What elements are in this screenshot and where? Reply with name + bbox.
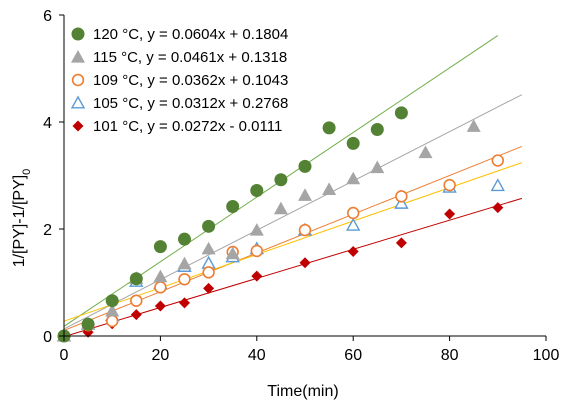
data-point	[346, 217, 361, 231]
series-4-points	[58, 202, 504, 342]
data-point	[346, 136, 360, 150]
data-point	[250, 244, 263, 258]
data-point	[395, 237, 407, 249]
data-point	[395, 190, 408, 203]
data-point	[179, 297, 190, 309]
data-point	[203, 282, 215, 294]
data-point	[298, 159, 312, 173]
data-point	[273, 201, 288, 215]
data-point	[250, 183, 264, 197]
data-point	[492, 202, 504, 214]
data-point	[105, 314, 119, 328]
data-point	[347, 245, 359, 257]
y-tick-label: 6	[43, 8, 52, 25]
y-tick-label: 2	[43, 222, 52, 239]
data-point	[177, 256, 192, 270]
data-point	[418, 145, 433, 159]
data-point	[491, 154, 504, 167]
legend-item: 120 °C, y = 0.0604x + 0.1804	[71, 26, 288, 43]
data-point	[105, 294, 119, 308]
data-point	[130, 294, 143, 307]
data-point	[251, 270, 263, 282]
x-tick-label: 60	[344, 347, 362, 364]
data-point	[202, 266, 215, 279]
legend-label: 115 °C, y = 0.0461x + 0.1318	[93, 49, 287, 66]
data-point	[178, 232, 191, 246]
x-tick-label: 100	[533, 347, 560, 364]
data-point	[153, 240, 167, 254]
data-point	[298, 188, 312, 201]
legend-marker	[71, 27, 85, 41]
y-axis-title-subscript: 0	[21, 169, 33, 175]
legend-label: 105 °C, y = 0.0312x + 0.2768	[93, 95, 288, 112]
data-point	[178, 273, 191, 286]
data-point	[153, 269, 168, 283]
legend-label: 120 °C, y = 0.0604x + 0.1804	[93, 26, 288, 43]
x-tick-label: 80	[441, 347, 459, 364]
legend-marker	[71, 50, 85, 63]
data-point	[154, 281, 167, 294]
data-point	[202, 219, 216, 233]
data-point	[226, 200, 240, 214]
plot-area	[56, 35, 523, 343]
y-tick-label: 0	[43, 329, 52, 346]
data-point	[394, 106, 408, 120]
y-axis-title: 1/[PY]-1/[PY]0	[11, 169, 33, 268]
legend-label: 101 °C, y = 0.0272x - 0.0111	[93, 118, 282, 135]
legend-marker	[71, 73, 85, 87]
data-point	[274, 173, 288, 187]
series-0-points	[57, 106, 408, 343]
data-point	[298, 223, 312, 237]
data-point	[346, 171, 361, 185]
y-tick-label: 4	[43, 115, 52, 132]
x-tick-label: 40	[248, 347, 266, 364]
data-point	[444, 208, 456, 220]
y-axis-title-main: 1/[PY]-1/[PY]	[11, 175, 28, 267]
data-point	[201, 241, 216, 255]
x-axis-title: Time(min)	[267, 383, 338, 400]
axes: 0 20 40 60 80 100 0 2 4 6	[43, 8, 559, 364]
data-point	[466, 119, 481, 132]
legend: 120 °C, y = 0.0604x + 0.1804 115 °C, y = …	[70, 26, 288, 135]
data-point	[347, 206, 360, 220]
data-point	[299, 257, 311, 269]
data-point	[105, 303, 120, 317]
data-point	[81, 317, 95, 331]
data-point	[322, 182, 337, 196]
data-point	[370, 160, 385, 174]
data-point	[154, 300, 166, 312]
data-point	[370, 122, 384, 136]
legend-marker	[70, 95, 86, 109]
legend-item: 109 °C, y = 0.0362x + 0.1043	[71, 72, 288, 89]
trendline-series-1	[63, 94, 523, 330]
legend-marker	[72, 120, 84, 132]
legend-item: 101 °C, y = 0.0272x - 0.0111	[72, 118, 282, 135]
data-point	[394, 195, 409, 209]
legend-item: 105 °C, y = 0.0312x + 0.2768	[70, 95, 288, 112]
data-point	[322, 121, 336, 135]
data-point	[490, 178, 505, 192]
data-point	[130, 309, 142, 321]
data-point	[443, 178, 456, 192]
data-point	[225, 246, 240, 260]
x-tick-label: 20	[152, 347, 170, 364]
legend-item: 115 °C, y = 0.0461x + 0.1318	[71, 49, 287, 66]
data-point	[249, 223, 264, 236]
legend-label: 109 °C, y = 0.0362x + 0.1043	[93, 72, 288, 89]
data-point	[129, 272, 143, 286]
x-tick-label: 0	[60, 347, 69, 364]
